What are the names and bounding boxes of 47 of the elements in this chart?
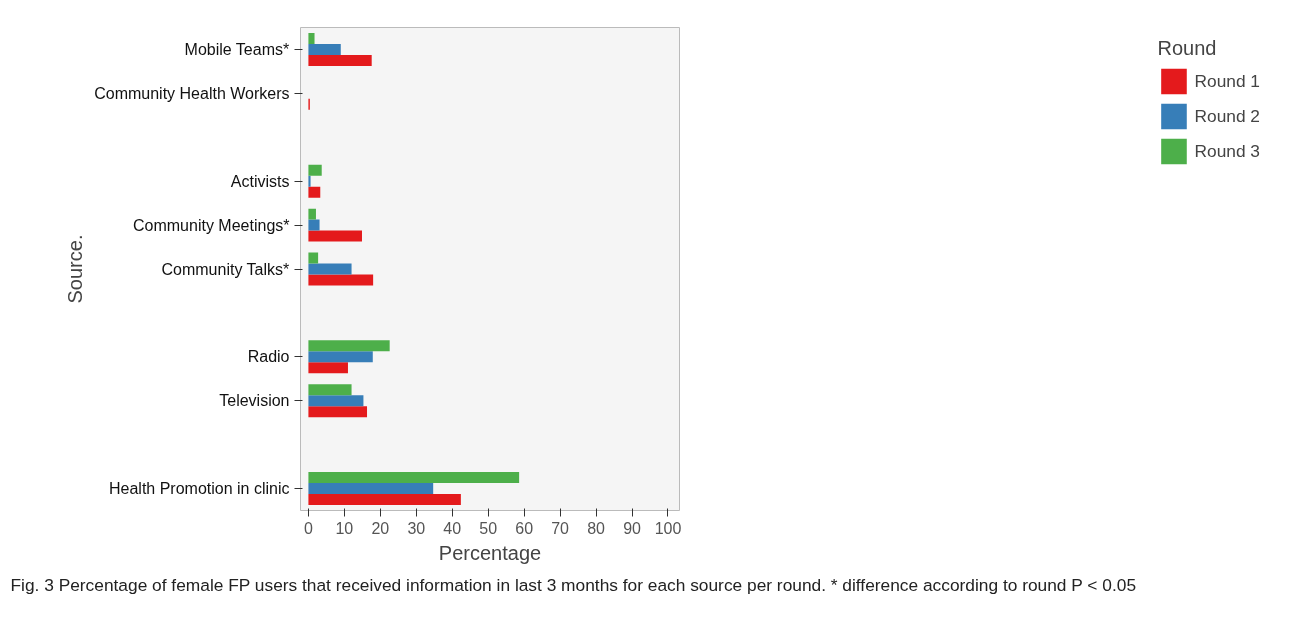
bar xyxy=(308,483,434,495)
bar xyxy=(308,32,315,44)
bar xyxy=(308,472,520,484)
bar xyxy=(308,164,322,176)
y-tick-label: Community Meetings* xyxy=(133,216,290,234)
x-tick-label: 30 xyxy=(407,519,426,537)
bar xyxy=(308,43,341,55)
bar xyxy=(308,406,368,418)
bar xyxy=(308,54,372,66)
bar xyxy=(308,230,362,242)
y-tick-label: Mobile Teams* xyxy=(184,40,290,58)
bar xyxy=(308,208,316,220)
y-tick-label: Community Talks* xyxy=(161,260,290,278)
legend-label: Round 2 xyxy=(1194,105,1260,127)
bar xyxy=(308,362,348,374)
y-tick-label: Community Health Workers xyxy=(94,84,290,102)
x-tick-label: 50 xyxy=(479,519,498,537)
bar xyxy=(308,274,374,286)
bar xyxy=(308,494,461,506)
y-axis-title: Source. xyxy=(64,234,87,304)
x-tick-label: 0 xyxy=(303,519,313,537)
x-tick-label: 20 xyxy=(371,519,390,537)
bar xyxy=(308,263,352,275)
bar xyxy=(308,340,390,352)
x-tick-label: 40 xyxy=(443,519,462,537)
x-tick-label: 90 xyxy=(623,519,642,537)
x-tick-label: 80 xyxy=(587,519,606,537)
bar xyxy=(308,395,364,407)
bar xyxy=(308,175,311,187)
bar xyxy=(308,252,319,264)
y-tick-label: Activists xyxy=(230,172,290,190)
bar xyxy=(308,384,352,396)
bar xyxy=(308,219,320,231)
y-tick-label: Radio xyxy=(247,348,290,366)
y-tick-label: Health Promotion in clinic xyxy=(108,480,290,498)
legend-title: Round xyxy=(1157,37,1218,60)
caption: Fig. 3 Percentage of female FP users that received information in last 3 months for each source per round. * difference according to round P < 0.05 xyxy=(10,574,1137,595)
legend-label: Round 3 xyxy=(1194,140,1260,162)
y-tick-label: Television xyxy=(219,392,290,410)
x-tick-label: 70 xyxy=(551,519,570,537)
bar xyxy=(308,186,321,198)
bar xyxy=(308,351,373,363)
x-tick-label: 10 xyxy=(335,519,354,537)
x-tick-label: 100 xyxy=(654,519,682,537)
x-tick-label: 60 xyxy=(515,519,534,537)
x-axis-title: Percentage xyxy=(438,541,542,564)
legend-label: Round 1 xyxy=(1194,70,1260,92)
